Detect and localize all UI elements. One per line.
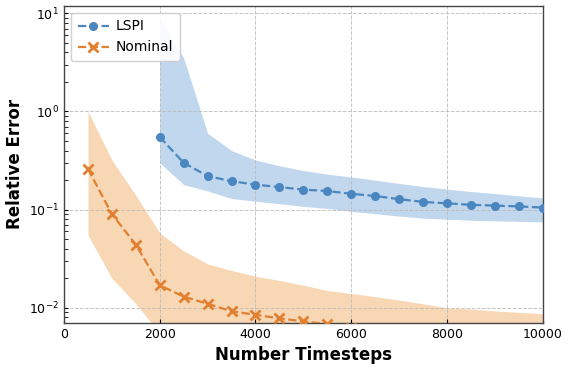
Nominal (156, 283, 163, 287)
LSPI (300, 187, 307, 192)
LSPI (252, 182, 259, 187)
LSPI (180, 161, 187, 165)
Nominal (228, 309, 235, 314)
Nominal (515, 339, 522, 343)
LSPI (467, 203, 474, 207)
Nominal (85, 167, 91, 171)
LSPI (204, 174, 211, 178)
Nominal (324, 322, 331, 326)
LSPI (276, 185, 283, 189)
Nominal (180, 295, 187, 299)
X-axis label: Number Timesteps: Number Timesteps (215, 346, 392, 364)
LSPI (348, 192, 354, 196)
Nominal (444, 334, 450, 339)
Nominal (300, 319, 307, 323)
Nominal (252, 313, 259, 317)
Legend: LSPI, Nominal: LSPI, Nominal (71, 13, 180, 61)
Nominal (108, 212, 115, 216)
LSPI (228, 179, 235, 184)
Line: LSPI: LSPI (156, 133, 546, 211)
LSPI (539, 205, 546, 210)
LSPI (491, 204, 498, 208)
LSPI (371, 194, 378, 198)
Nominal (395, 330, 402, 335)
LSPI (515, 204, 522, 209)
Nominal (467, 336, 474, 340)
Nominal (276, 316, 283, 321)
LSPI (444, 201, 450, 206)
Line: Nominal: Nominal (83, 164, 547, 347)
Y-axis label: Relative Error: Relative Error (6, 99, 23, 229)
Nominal (539, 341, 546, 345)
LSPI (324, 189, 331, 193)
LSPI (420, 200, 427, 204)
LSPI (395, 197, 402, 201)
Nominal (420, 333, 427, 337)
Nominal (132, 242, 139, 247)
Nominal (371, 328, 378, 333)
Nominal (491, 338, 498, 342)
Nominal (204, 302, 211, 306)
LSPI (156, 135, 163, 139)
Nominal (348, 325, 354, 330)
